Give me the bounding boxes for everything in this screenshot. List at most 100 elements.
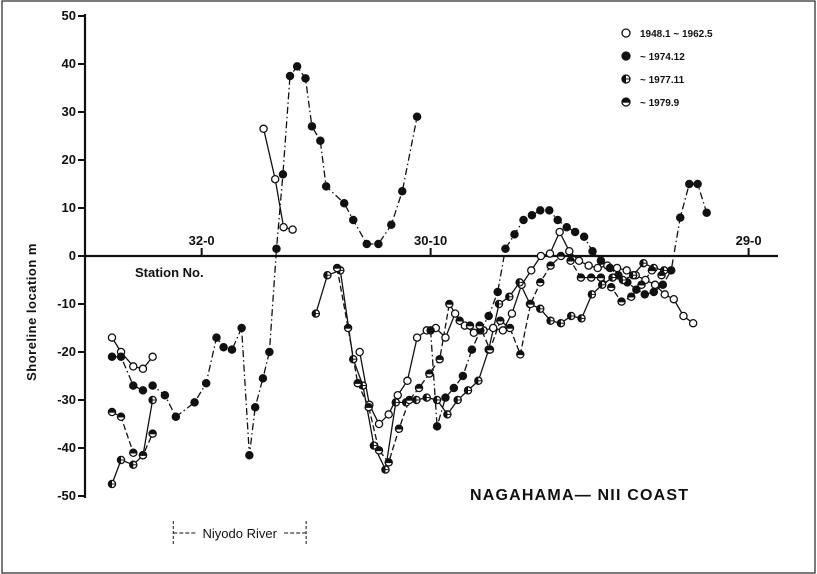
series-2-point-1-6 [381, 465, 390, 474]
legend-label-0: 1948.1 ~ 1962.5 [640, 29, 713, 40]
series-0-point-2-15 [498, 326, 508, 335]
markers-group [107, 62, 711, 489]
series-2-point-0-0 [107, 479, 117, 489]
series-3-point-1-32 [657, 270, 666, 280]
series-1-point-0-16 [265, 347, 274, 357]
series-2-point-0-2 [129, 460, 138, 470]
series-1-point-1-17 [570, 227, 580, 237]
series-3-point-1-20 [536, 278, 545, 287]
y-tick-label-7: -20 [57, 344, 76, 359]
series-2-point-1-26 [587, 290, 597, 299]
series-0-point-2-6 [412, 333, 422, 342]
series-2-point-0-4 [148, 395, 157, 405]
series-2-point-1-15 [474, 376, 483, 386]
series-2-point-1-14 [463, 386, 473, 395]
series-3-point-1-13 [465, 321, 475, 330]
series-2-point-1-23 [556, 318, 566, 328]
series-1-point-0-2 [129, 381, 138, 390]
series-2-point-1-31 [639, 258, 648, 268]
series-2-point-1-0 [311, 309, 321, 318]
axes-group: 50 40 30 20 10 0 -10 -20 -30 -40 -50 32-0 30-10 29-0 [57, 8, 778, 503]
series-3-point-1-3 [364, 402, 373, 412]
series-1-point-1-11 [519, 215, 528, 225]
series-1-point-0-0 [107, 352, 117, 362]
y-tick-label-5: 0 [69, 248, 76, 263]
series-1-point-0-21 [301, 74, 310, 83]
series-0-point-2-5 [403, 376, 412, 386]
series-3-point-1-7 [405, 395, 414, 405]
series-3-point-1-16 [496, 316, 505, 326]
series-0-point-1-0 [259, 124, 268, 134]
series-3-point-0-3 [138, 450, 148, 460]
y-tick-label-8: -30 [57, 392, 76, 407]
series-2-point-1-1 [323, 270, 332, 280]
series-3-point-1-11 [445, 299, 454, 309]
series-0-point-2-35 [688, 318, 698, 328]
series-2-point-1-18 [505, 292, 514, 302]
series-1-point-0-1 [116, 352, 126, 362]
series-2-point-1-29 [618, 275, 628, 285]
series-1-point-0-11 [227, 345, 237, 354]
series-3-point-1-31 [647, 266, 657, 275]
series-0-point-2-28 [622, 266, 631, 275]
series-3-point-1-15 [485, 345, 495, 354]
series-1-point-1-3 [449, 383, 459, 393]
y-tick-label-10: -50 [57, 488, 76, 503]
series-0-point-2-14 [488, 323, 498, 333]
series-1-point-0-8 [201, 378, 211, 388]
series-2-point-0-1 [116, 455, 126, 465]
series-1-point-0-30 [397, 186, 407, 196]
series-3-point-1-6 [394, 424, 404, 434]
series-3-point-1-22 [556, 251, 566, 261]
series-3-point-1-25 [586, 273, 596, 282]
y-tick-label-9: -40 [57, 440, 76, 455]
series-3-point-1-0 [332, 263, 342, 273]
series-1-point-0-3 [138, 386, 148, 395]
series-1-point-1-18 [579, 232, 589, 242]
series-1-point-1-2 [441, 393, 450, 402]
series-2-point-1-27 [597, 280, 607, 290]
series-1-point-0-27 [362, 239, 372, 249]
series-1-point-0-20 [292, 62, 302, 71]
series-1-point-1-19 [588, 246, 597, 256]
series-3-point-1-5 [384, 458, 393, 467]
series-2-point-1-13 [453, 395, 462, 405]
legend-label-1: ~ 1974.12 [640, 52, 685, 63]
series-0-point-2-4 [393, 390, 402, 400]
series-3-point-1-12 [455, 316, 464, 326]
niyodo-river-annotation: Niyodo River [172, 521, 307, 545]
series-2-point-1-21 [536, 304, 545, 314]
series-0-point-2-22 [565, 246, 574, 256]
series-3-point-1-26 [596, 273, 606, 282]
y-tick-label-4: 10 [62, 200, 76, 215]
series-3-point-1-9 [425, 369, 434, 378]
series-2-point-1-22 [546, 316, 555, 326]
series-1-point-0-15 [258, 374, 268, 383]
y-tick-label-3: 20 [62, 152, 76, 167]
series-0-point-0-0 [107, 333, 117, 342]
series-1-point-0-26 [348, 215, 358, 225]
series-0-point-2-32 [660, 290, 670, 299]
y-tick-label-6: -10 [57, 296, 76, 311]
series-2-segment-1 [315, 262, 665, 472]
series-1-point-1-16 [562, 222, 571, 232]
series-1-point-1-28 [666, 266, 676, 275]
series-2-point-1-28 [608, 273, 617, 282]
series-1-point-0-10 [219, 342, 228, 352]
series-1-point-0-25 [339, 198, 349, 208]
series-0-point-2-31 [650, 280, 660, 290]
series-1-point-1-13 [536, 206, 545, 215]
series-1-point-1-27 [658, 280, 668, 290]
series-1-point-0-23 [316, 136, 325, 146]
series-1-point-0-17 [272, 244, 281, 254]
series-2-point-1-11 [432, 395, 442, 405]
y-tick-label-1: 40 [62, 56, 76, 71]
series-1-point-1-21 [605, 263, 615, 273]
station-label-1: 30-10 [414, 233, 447, 248]
station-label-0: 32-0 [189, 233, 215, 248]
series-1-point-0-29 [387, 220, 396, 230]
series-0-point-0-2 [129, 362, 138, 371]
series-1-point-1-29 [675, 213, 685, 222]
chart-title: NAGAHAMA— NII COAST [470, 487, 689, 504]
series-1-point-1-26 [649, 287, 659, 297]
